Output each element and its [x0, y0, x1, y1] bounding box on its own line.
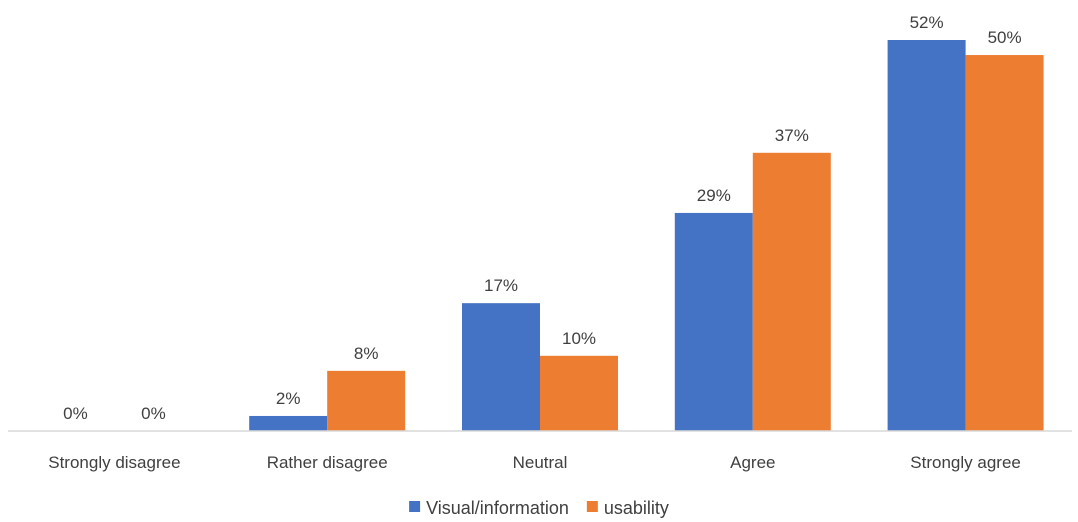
bar-usability-strongly-agree — [965, 55, 1044, 432]
legend-label-usability: usability — [604, 498, 669, 518]
category-label-neutral: Neutral — [513, 453, 568, 472]
category-label-agree: Agree — [730, 453, 775, 472]
data-label-usability-neutral: 10% — [562, 329, 596, 348]
category-label-strongly-agree: Strongly agree — [910, 453, 1021, 472]
bar-visual-information-neutral — [462, 303, 540, 431]
bars-layer — [249, 40, 1044, 432]
data-label-usability-strongly-agree: 50% — [988, 28, 1022, 47]
category-label-rather-disagree: Rather disagree — [267, 453, 388, 472]
data-label-visual-information-neutral: 17% — [484, 276, 518, 295]
legend: Visual/information usability — [409, 498, 669, 518]
bar-visual-information-rather-disagree — [249, 415, 328, 431]
category-label-strongly-disagree: Strongly disagree — [48, 453, 180, 472]
data-label-visual-information-agree: 29% — [697, 186, 731, 205]
category-labels-layer: Strongly disagree Rather disagree Neutral A… — [48, 453, 1021, 472]
bar-usability-neutral — [540, 355, 618, 431]
legend-swatch-visual-information — [409, 501, 421, 512]
data-label-visual-information-rather-disagree: 2% — [276, 389, 301, 408]
data-label-visual-information-strongly-agree: 52% — [910, 13, 944, 32]
bar-visual-information-strongly-agree — [887, 40, 966, 431]
data-label-usability-agree: 37% — [775, 126, 809, 145]
bar-visual-information-agree — [674, 212, 753, 431]
data-label-usability-strongly-disagree: 0% — [141, 404, 166, 423]
legend-label-visual-information: Visual/information — [426, 498, 569, 518]
legend-swatch-usability — [586, 501, 598, 512]
data-label-visual-information-strongly-disagree: 0% — [63, 404, 88, 423]
bar-usability-agree — [752, 152, 831, 432]
data-labels-layer: 0% 0% 2% 8% 17% 10% 29% 37% 52% 50% — [63, 13, 1022, 423]
data-label-usability-rather-disagree: 8% — [354, 344, 379, 363]
bar-usability-rather-disagree — [327, 370, 406, 431]
